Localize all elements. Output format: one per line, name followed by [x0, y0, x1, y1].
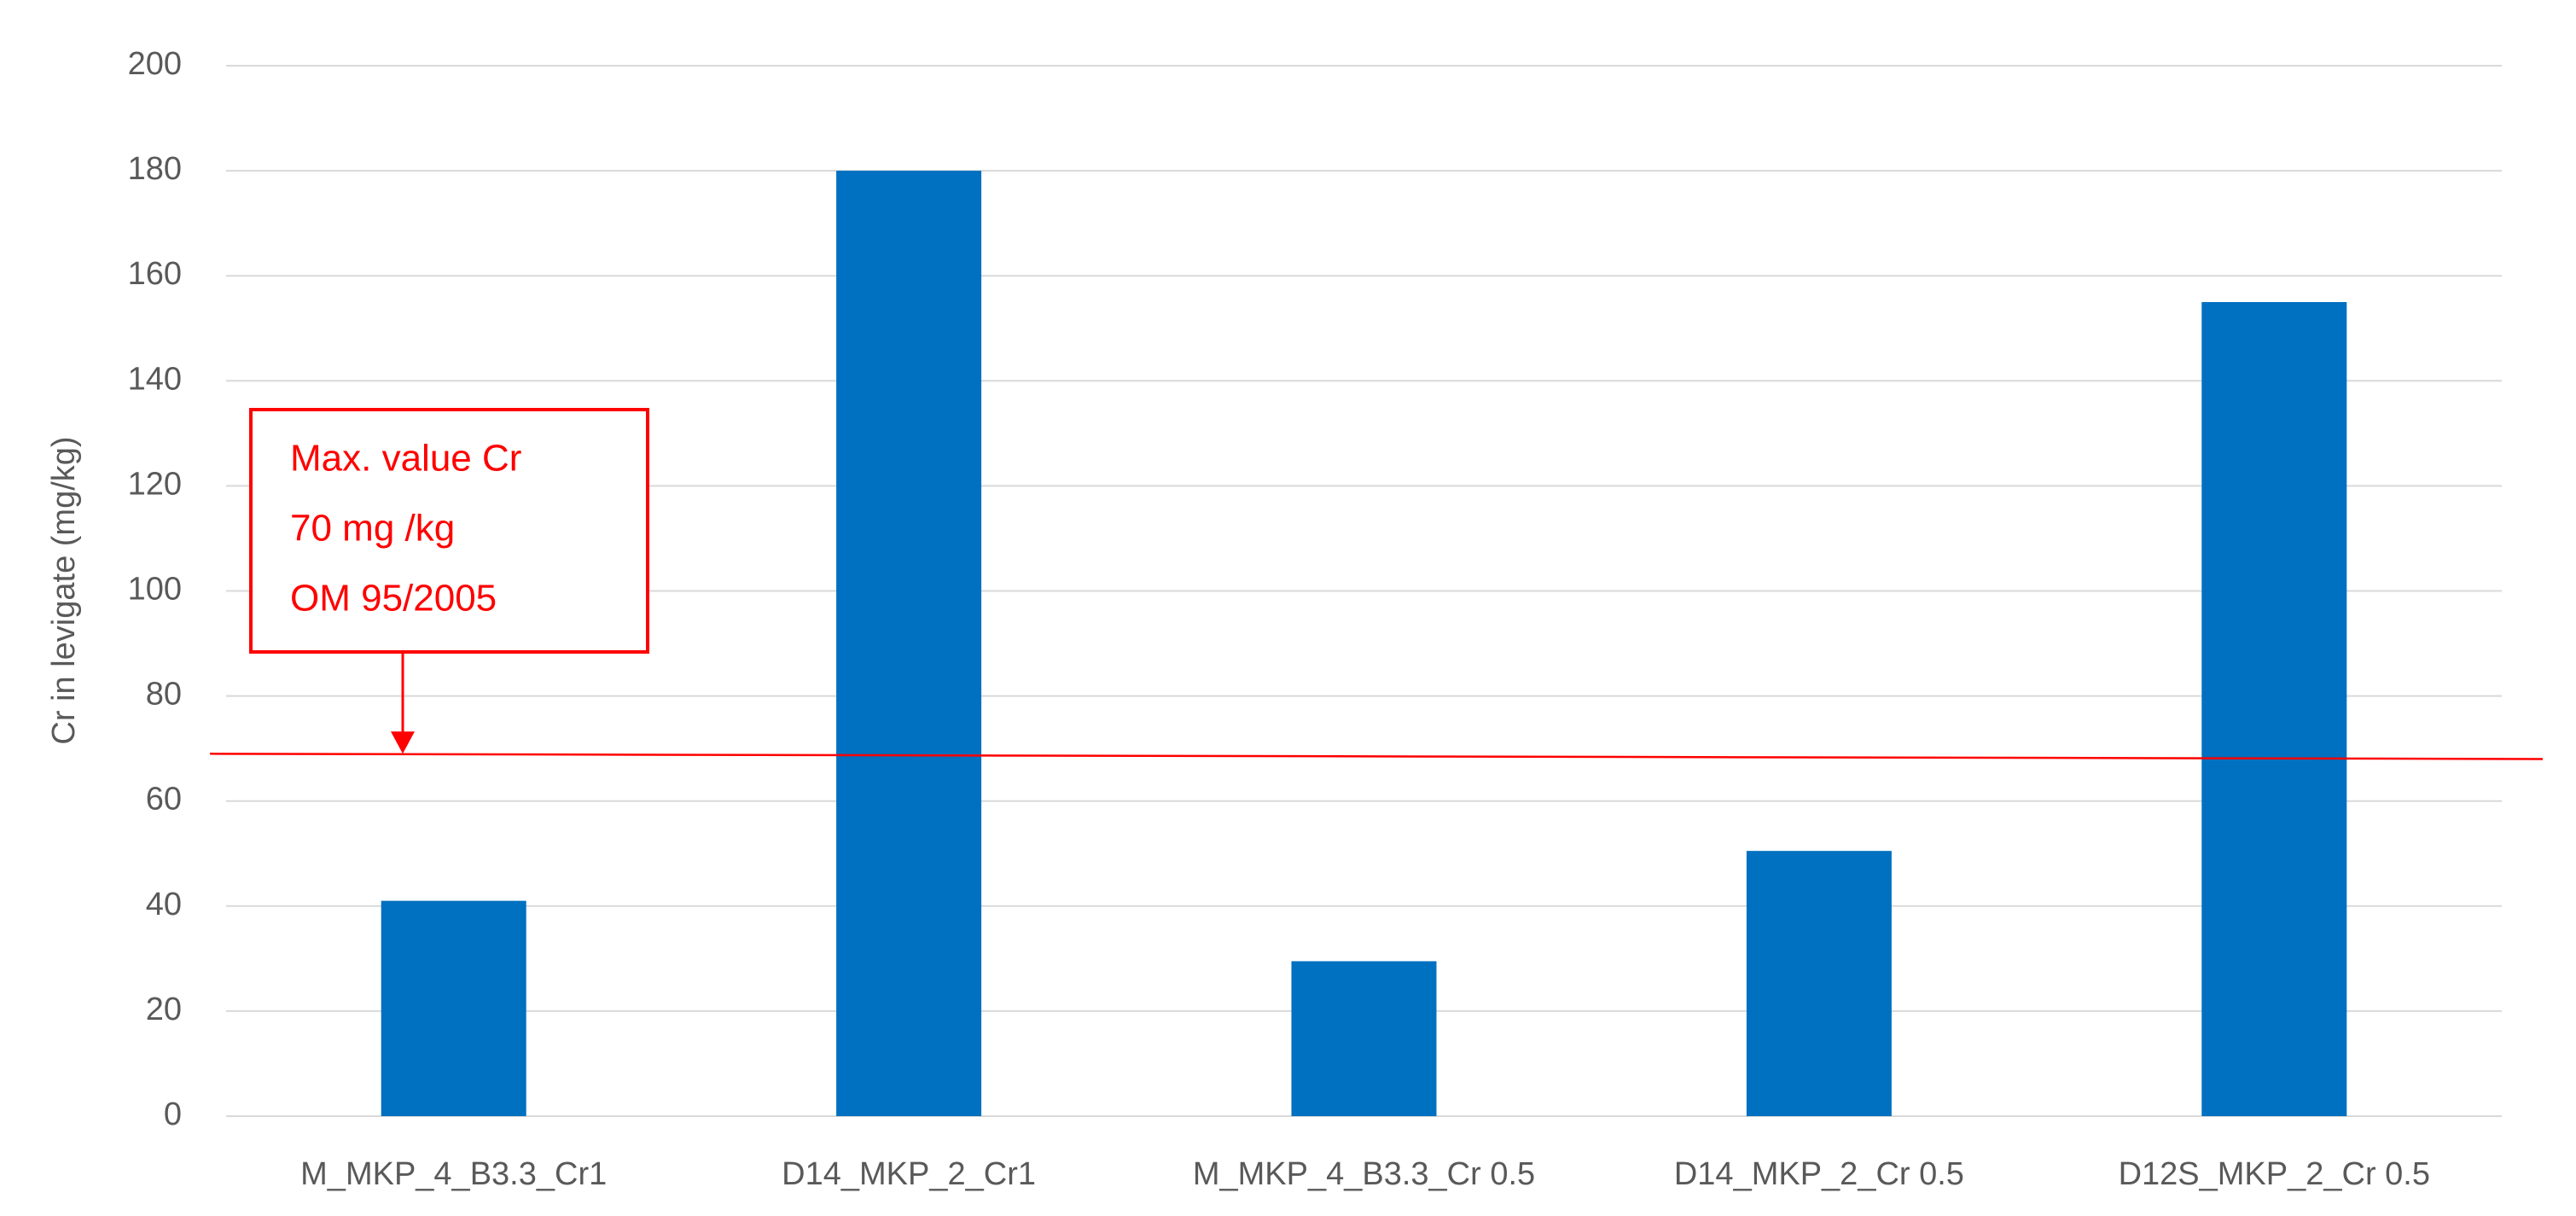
- y-tick-label: 160: [128, 256, 182, 292]
- y-tick-label: 100: [128, 572, 182, 608]
- bar: [1746, 851, 1892, 1116]
- y-tick-label: 120: [128, 466, 182, 502]
- y-axis-label: Cr in levigate (mg/kg): [46, 436, 82, 744]
- bar: [381, 900, 526, 1116]
- bar: [2201, 301, 2347, 1117]
- x-tick-label: M_MKP_4_B3.3_Cr 0.5: [1193, 1156, 1535, 1192]
- annotation-text: OM 95/2005: [290, 578, 497, 620]
- x-tick-label: D14_MKP_2_Cr1: [782, 1156, 1036, 1192]
- y-tick-label: 140: [128, 361, 182, 397]
- y-tick-label: 80: [146, 677, 182, 713]
- y-tick-label: 200: [128, 46, 182, 82]
- x-tick-label: M_MKP_4_B3.3_Cr1: [300, 1156, 607, 1192]
- bar: [836, 171, 982, 1117]
- y-tick-label: 20: [146, 992, 182, 1027]
- y-tick-label: 0: [164, 1097, 182, 1132]
- annotation-text: 70 mg /kg: [290, 508, 455, 550]
- annotation-text: Max. value Cr: [290, 438, 521, 480]
- y-tick-label: 180: [128, 151, 182, 187]
- y-tick-label: 60: [146, 782, 182, 817]
- y-tick-label: 40: [146, 887, 182, 922]
- bar: [1291, 961, 1437, 1116]
- x-tick-label: D14_MKP_2_Cr 0.5: [1674, 1156, 1964, 1192]
- x-tick-label: D12S_MKP_2_Cr 0.5: [2119, 1156, 2430, 1192]
- annotation-box: [249, 408, 649, 654]
- annotation-arrowhead: [391, 731, 415, 754]
- threshold-line: [209, 753, 2544, 760]
